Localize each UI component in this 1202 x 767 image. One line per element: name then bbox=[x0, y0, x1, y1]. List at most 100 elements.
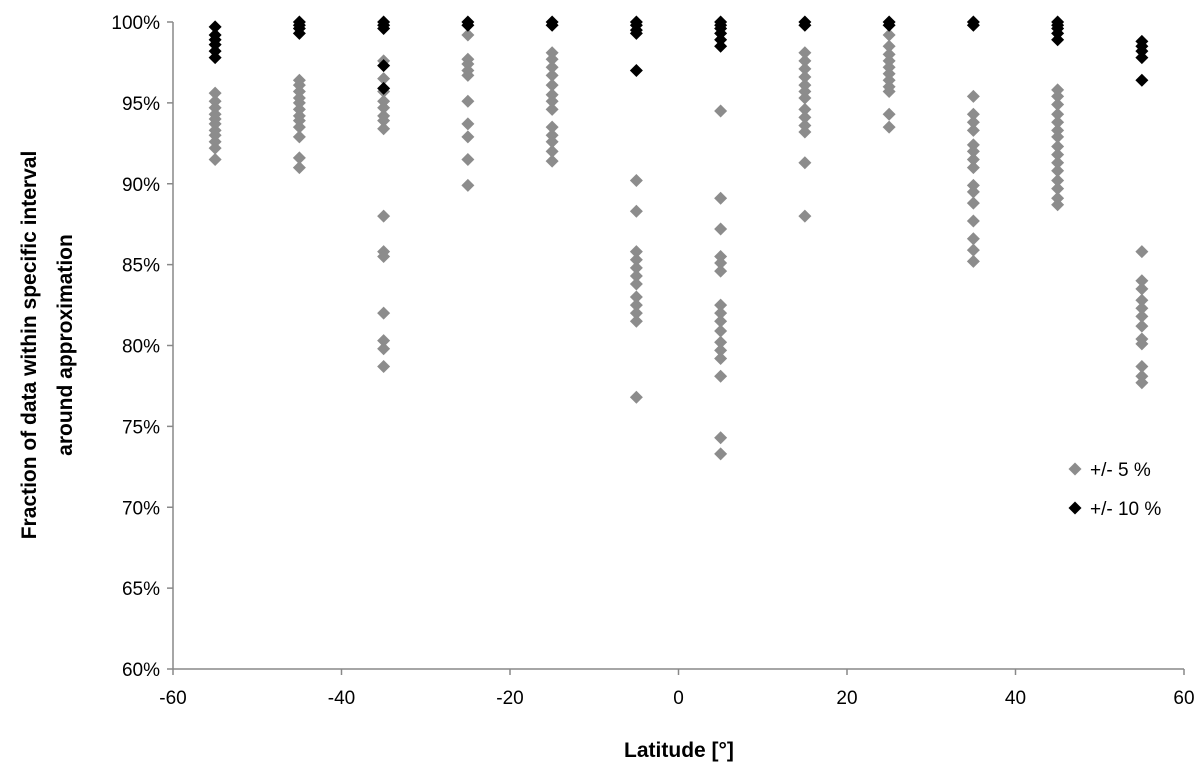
data-point-5pct bbox=[714, 447, 728, 461]
data-point-5pct bbox=[714, 335, 728, 349]
data-point-5pct bbox=[461, 68, 475, 82]
data-point-5pct bbox=[545, 78, 559, 92]
data-point-5pct bbox=[461, 130, 475, 144]
data-point-5pct bbox=[1051, 164, 1065, 178]
data-point-5pct bbox=[798, 70, 812, 84]
y-tick-label: 95% bbox=[122, 94, 160, 115]
data-point-5pct bbox=[629, 277, 643, 291]
data-point-5pct bbox=[629, 261, 643, 275]
data-point-5pct bbox=[545, 102, 559, 116]
data-point-5pct bbox=[1051, 140, 1065, 154]
data-point-5pct bbox=[1051, 89, 1065, 103]
data-point-5pct bbox=[461, 178, 475, 192]
data-point-5pct bbox=[966, 89, 980, 103]
data-point-10pct bbox=[208, 51, 222, 65]
data-point-5pct bbox=[377, 360, 391, 374]
data-point-5pct bbox=[545, 144, 559, 158]
data-point-5pct bbox=[798, 110, 812, 124]
data-point-5pct bbox=[461, 94, 475, 108]
data-point-5pct bbox=[208, 141, 222, 155]
data-point-5pct bbox=[714, 264, 728, 278]
data-point-5pct bbox=[714, 306, 728, 320]
data-point-5pct bbox=[714, 314, 728, 328]
data-point-5pct bbox=[461, 152, 475, 166]
data-point-5pct bbox=[545, 52, 559, 66]
data-point-10pct bbox=[714, 39, 728, 53]
data-point-5pct bbox=[798, 125, 812, 139]
data-point-10pct bbox=[377, 59, 391, 73]
data-point-5pct bbox=[629, 269, 643, 283]
data-point-10pct bbox=[545, 18, 559, 32]
legend: +/- 5 % +/- 10 % bbox=[1068, 460, 1161, 520]
data-point-5pct bbox=[377, 342, 391, 356]
x-tick-label: 60 bbox=[1173, 688, 1194, 709]
legend-marker-10pct bbox=[1068, 501, 1082, 515]
legend-label-5pct: +/- 5 % bbox=[1090, 460, 1151, 481]
data-point-5pct bbox=[545, 154, 559, 168]
data-point-5pct bbox=[882, 107, 896, 121]
data-point-10pct bbox=[1051, 33, 1065, 47]
data-point-5pct bbox=[1135, 360, 1149, 374]
data-point-5pct bbox=[966, 254, 980, 268]
data-point-10pct bbox=[461, 18, 475, 32]
y-tick-label: 70% bbox=[122, 498, 160, 519]
data-point-10pct bbox=[629, 64, 643, 78]
x-tick-label: -40 bbox=[328, 688, 355, 709]
data-point-5pct bbox=[966, 161, 980, 175]
data-point-5pct bbox=[629, 306, 643, 320]
data-point-5pct bbox=[798, 46, 812, 60]
data-point-5pct bbox=[377, 250, 391, 264]
data-point-5pct bbox=[882, 120, 896, 134]
y-axis-title-line-2: around approximation bbox=[54, 234, 77, 456]
data-point-5pct bbox=[1135, 309, 1149, 323]
data-point-5pct bbox=[292, 130, 306, 144]
data-point-5pct bbox=[714, 222, 728, 236]
data-point-5pct bbox=[1051, 148, 1065, 162]
data-point-5pct bbox=[966, 214, 980, 228]
data-point-5pct bbox=[966, 107, 980, 121]
data-point-10pct bbox=[1135, 51, 1149, 65]
x-tick-label: 20 bbox=[836, 688, 857, 709]
data-point-5pct bbox=[882, 28, 896, 42]
data-point-5pct bbox=[798, 156, 812, 170]
data-point-5pct bbox=[1135, 337, 1149, 351]
data-point-5pct bbox=[1051, 182, 1065, 196]
data-point-5pct bbox=[1051, 130, 1065, 144]
data-point-5pct bbox=[714, 298, 728, 312]
data-point-10pct bbox=[882, 18, 896, 32]
data-point-5pct bbox=[1051, 97, 1065, 111]
y-axis-title-line-1: Fraction of data within specific interva… bbox=[18, 151, 41, 540]
data-point-5pct bbox=[714, 104, 728, 118]
data-point-10pct bbox=[377, 21, 391, 35]
y-axis-title: Fraction of data within specific interva… bbox=[18, 151, 77, 540]
data-point-5pct bbox=[545, 135, 559, 149]
x-tick-label: 0 bbox=[673, 688, 684, 709]
data-point-10pct bbox=[629, 26, 643, 40]
data-point-5pct bbox=[966, 152, 980, 166]
y-tick-label: 80% bbox=[122, 337, 160, 358]
data-point-5pct bbox=[208, 152, 222, 166]
data-point-5pct bbox=[798, 54, 812, 68]
data-point-5pct bbox=[1135, 245, 1149, 259]
x-tick-label: -60 bbox=[159, 688, 186, 709]
x-axis-ticks: -60 -40 -20 0 20 40 60 bbox=[159, 669, 1195, 709]
data-points bbox=[208, 15, 1149, 461]
data-point-5pct bbox=[966, 185, 980, 199]
data-point-5pct bbox=[714, 256, 728, 270]
data-point-5pct bbox=[545, 94, 559, 108]
y-tick-label: 90% bbox=[122, 175, 160, 196]
data-point-5pct bbox=[798, 91, 812, 105]
data-point-5pct bbox=[966, 196, 980, 210]
y-tick-label: 100% bbox=[111, 13, 160, 34]
data-point-5pct bbox=[714, 191, 728, 205]
data-point-5pct bbox=[714, 343, 728, 357]
x-axis-title: Latitude [°] bbox=[624, 739, 734, 762]
y-tick-label: 85% bbox=[122, 256, 160, 277]
data-point-10pct bbox=[798, 18, 812, 32]
data-point-5pct bbox=[714, 324, 728, 338]
data-point-5pct bbox=[461, 117, 475, 131]
data-point-5pct bbox=[1051, 115, 1065, 129]
data-point-5pct bbox=[966, 232, 980, 246]
data-point-5pct bbox=[1135, 293, 1149, 307]
